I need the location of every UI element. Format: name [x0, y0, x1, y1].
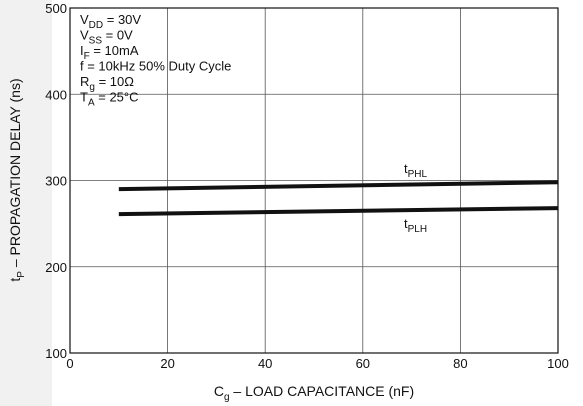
x-tick-label-4: 80	[453, 356, 467, 371]
y-tick-label-2: 300	[45, 174, 67, 189]
x-tick-label-1: 20	[160, 356, 174, 371]
series-label-tphl: tPHL	[404, 161, 428, 180]
plot-frame	[69, 7, 559, 354]
x-axis-title: Cg – LOAD CAPACITANCE (nF)	[214, 383, 414, 403]
x-tick-label-3: 60	[356, 356, 370, 371]
y-tick-labels: 100 200 300 400 500	[45, 1, 67, 361]
condition-line-5: TA = 25°C	[80, 90, 139, 109]
x-tick-label-2: 40	[258, 356, 272, 371]
y-tick-label-0: 100	[45, 346, 67, 361]
y-axis-title: tP – PROPAGATION DELAY (ns)	[7, 78, 27, 281]
y-tick-label-4: 500	[45, 1, 67, 16]
y-tick-label-1: 200	[45, 260, 67, 275]
left-shade-band	[0, 0, 52, 406]
condition-line-2: IF = 10mA	[80, 43, 139, 62]
condition-line-3: f = 10kHz 50% Duty Cycle	[80, 59, 231, 74]
condition-line-1: VSS = 0V	[80, 28, 133, 47]
series-label-tplh: tPLH	[404, 216, 427, 235]
series-line-tphl	[118, 180, 559, 192]
x-tick-label-5: 100	[547, 356, 569, 371]
series-line-tplh	[118, 206, 559, 217]
y-tick-label-3: 400	[45, 87, 67, 102]
x-tick-label-0: 0	[66, 356, 73, 371]
x-tick-labels: 0 20 40 60 80 100	[66, 356, 568, 371]
series-group	[118, 180, 559, 217]
condition-line-4: Rg = 10Ω	[80, 74, 134, 93]
condition-line-0: VDD = 30V	[80, 12, 141, 31]
